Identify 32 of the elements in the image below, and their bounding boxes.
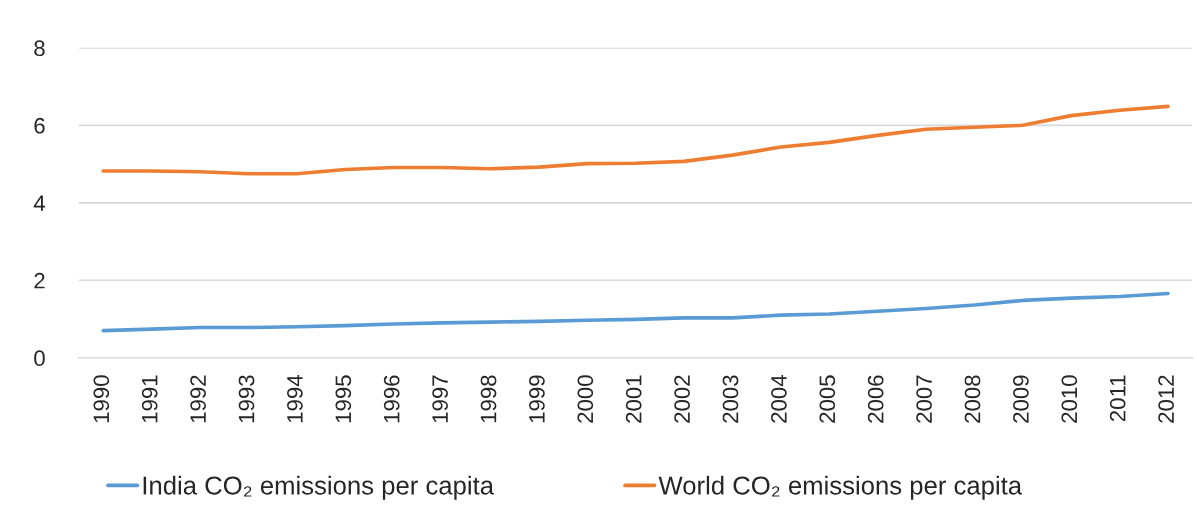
x-tick-label: 1997 <box>432 375 448 423</box>
x-tick-label: 1995 <box>335 375 352 423</box>
x-tick-label: 1994 <box>287 375 303 423</box>
x-tick-label: 1998 <box>480 375 497 423</box>
x-tick-label: 1996 <box>383 375 400 423</box>
x-tick-label: 2012 <box>1158 375 1174 423</box>
y-tick-label: 6 <box>34 117 45 134</box>
x-tick-label: 2008 <box>964 375 981 423</box>
x-tick-label: 2007 <box>916 375 932 423</box>
x-tick-label: 2001 <box>625 375 642 423</box>
y-tick-label: 8 <box>34 40 45 57</box>
x-tick-label: 2000 <box>577 375 594 423</box>
x-tick-label: 2009 <box>1013 375 1029 423</box>
x-tick-label: 2006 <box>867 375 884 423</box>
legend-label: World CO₂ emissions per capita <box>658 475 1023 500</box>
x-tick-label: 1991 <box>141 375 158 423</box>
y-tick-label: 2 <box>34 272 45 289</box>
x-tick-label: 2010 <box>1061 375 1078 423</box>
x-tick-label: 1992 <box>190 375 206 423</box>
x-tick-label: 2005 <box>819 375 836 423</box>
x-tick-label: 2004 <box>771 375 787 423</box>
legend-label: India CO₂ emissions per capita <box>143 475 495 500</box>
y-tick-label: 4 <box>33 195 46 211</box>
x-tick-label: 2002 <box>674 375 690 423</box>
x-tick-label: 1999 <box>529 375 545 423</box>
x-tick-label: 2003 <box>722 375 739 423</box>
x-tick-label: 1990 <box>93 375 110 423</box>
x-tick-label: 1993 <box>238 375 255 423</box>
line-series <box>101 291 1170 333</box>
x-tick-label: 2011 <box>1109 375 1126 422</box>
line-series <box>101 104 1170 176</box>
y-tick-label: 0 <box>34 350 45 367</box>
